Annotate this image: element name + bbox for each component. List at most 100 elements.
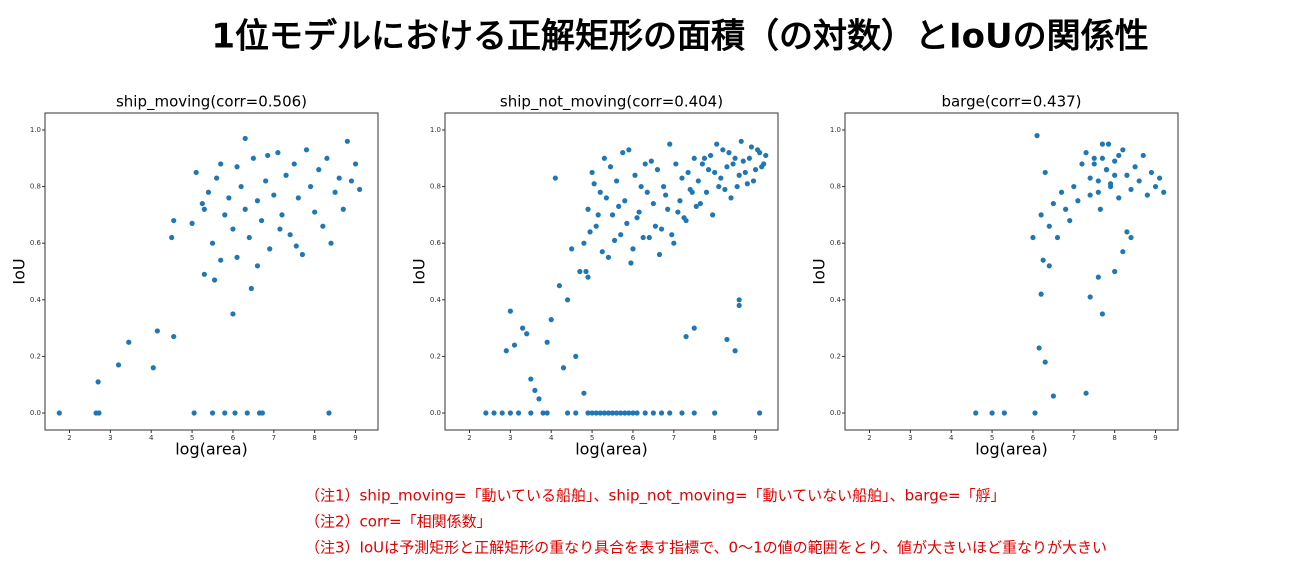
point [344,138,350,144]
point [1128,186,1134,193]
chart-title: ship_moving(corr=0.506) [116,93,307,112]
point [1144,192,1150,198]
point [712,169,718,176]
point [1112,158,1118,164]
x-axis-label: log(area) [975,440,1048,459]
y-tick-label: 0.4 [430,296,442,304]
x-tick-label: 9 [353,434,357,442]
point [593,410,599,416]
point [626,410,632,416]
point [283,172,289,178]
point [989,410,995,416]
point [640,234,646,241]
point [736,302,742,309]
point [1050,200,1056,207]
point [242,206,248,212]
point [1097,206,1103,212]
point [507,410,513,416]
point [1095,189,1101,195]
point [616,203,622,210]
point [265,152,271,159]
point [126,339,132,345]
point [1038,291,1044,297]
point [1120,249,1126,255]
point [1042,169,1048,176]
x-tick-label: 8 [712,434,716,442]
point [1001,410,1007,416]
point [718,175,724,181]
point [209,240,216,246]
x-tick-label: 6 [1031,434,1036,442]
point [189,220,195,226]
point [1152,183,1159,190]
point [705,167,712,173]
point [703,189,710,195]
point [695,178,701,184]
point [520,325,526,331]
point [230,226,236,232]
point [724,164,730,170]
y-tick-label: 0.2 [30,352,41,360]
point [652,223,659,229]
point [609,410,616,416]
point [730,161,736,167]
y-tick-label: 1.0 [30,126,41,134]
point [312,209,318,215]
point [681,215,687,221]
point [630,410,636,416]
point [581,240,587,246]
point [622,198,628,204]
point [1140,152,1146,159]
point [1046,223,1052,229]
x-tick-label: 5 [190,434,194,442]
point [699,161,706,167]
point [291,161,297,167]
point [577,268,583,275]
point [1075,198,1081,204]
point [171,333,177,340]
y-tick-label: 0.4 [830,296,842,304]
point [564,297,571,303]
point [591,181,597,187]
point [757,410,763,416]
point [1046,263,1052,269]
point [263,178,269,184]
point [605,254,612,260]
x-axis-label: log(area) [575,440,648,459]
point [275,150,281,156]
point [589,410,595,416]
point [316,167,322,173]
point [528,410,534,416]
point [357,186,363,193]
point [1058,189,1065,195]
point [1120,147,1126,153]
point [599,249,605,255]
point [1157,175,1163,181]
point [199,200,205,207]
point [618,410,624,416]
point [1112,268,1118,275]
y-tick-label: 0.8 [30,183,41,191]
point [720,147,726,153]
point [193,169,199,176]
point [267,246,273,252]
point [511,342,518,348]
point [232,410,238,416]
point [277,226,283,232]
point [601,155,607,161]
point [1091,155,1097,161]
point [763,152,769,159]
x-axis-label: log(area) [175,440,248,459]
point [646,234,652,241]
point [746,155,752,161]
point [209,410,216,416]
point [1099,311,1106,317]
point [115,362,122,368]
point [638,183,644,190]
y-tick-label: 0.6 [30,239,42,247]
point [712,410,718,416]
point [636,209,642,215]
y-tick-label: 1.0 [830,126,841,134]
point [238,183,244,190]
point [1107,183,1114,190]
